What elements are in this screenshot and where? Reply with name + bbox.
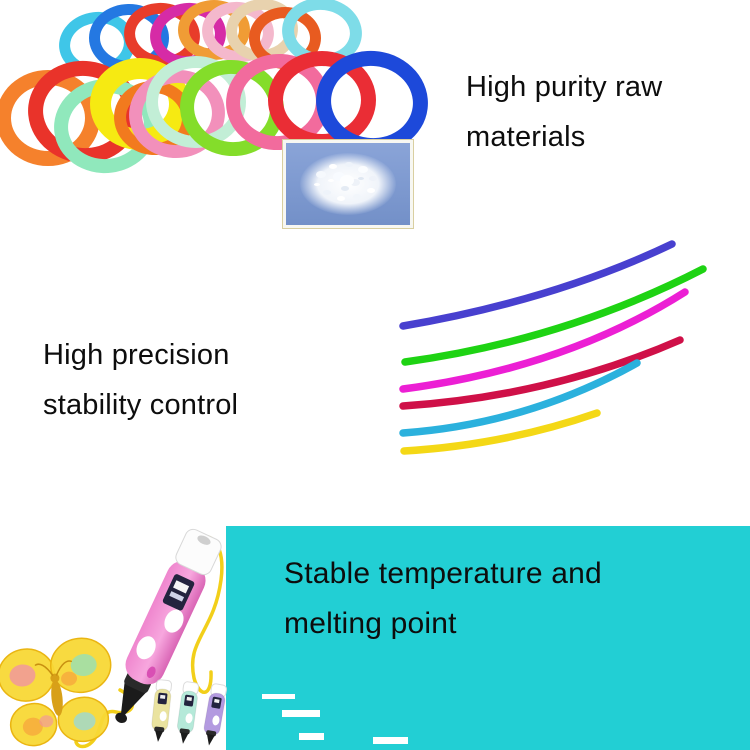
caption-line: High precision bbox=[43, 339, 230, 371]
caption-line: materials bbox=[466, 121, 586, 153]
mini-pen bbox=[176, 681, 200, 744]
filament-strand bbox=[400, 409, 601, 455]
mini-pen bbox=[203, 683, 227, 746]
mini-pen bbox=[151, 679, 173, 742]
filament-strands-image bbox=[399, 240, 707, 455]
filament-strand bbox=[399, 336, 684, 410]
caption-line: melting point bbox=[284, 607, 457, 640]
filament-coil bbox=[178, 0, 250, 60]
caption-line: stability control bbox=[43, 389, 239, 421]
decor-dash bbox=[299, 733, 324, 740]
pellet-box-image bbox=[283, 140, 413, 228]
caption-line: High purity raw bbox=[466, 71, 663, 103]
feature-caption-stability: High precision stability control bbox=[43, 330, 238, 430]
feature-caption-raw-materials: High purity raw materials bbox=[466, 62, 662, 162]
caption-line: Stable temperature and bbox=[284, 557, 602, 590]
pen-and-butterfly-image bbox=[0, 528, 227, 749]
filament-strand bbox=[399, 359, 641, 437]
decor-dash bbox=[282, 710, 320, 717]
feature-caption-temperature: Stable temperature and melting point bbox=[284, 549, 602, 649]
decor-dash bbox=[373, 737, 408, 744]
filament-strand bbox=[401, 265, 707, 366]
filament-coils-image bbox=[0, 0, 440, 200]
filament-strand bbox=[399, 240, 676, 330]
decor-dash bbox=[262, 694, 295, 699]
butterfly bbox=[0, 637, 112, 747]
filament-strand bbox=[399, 288, 689, 393]
pink-3d-pen bbox=[115, 528, 222, 724]
plastic-pellets bbox=[300, 153, 396, 215]
